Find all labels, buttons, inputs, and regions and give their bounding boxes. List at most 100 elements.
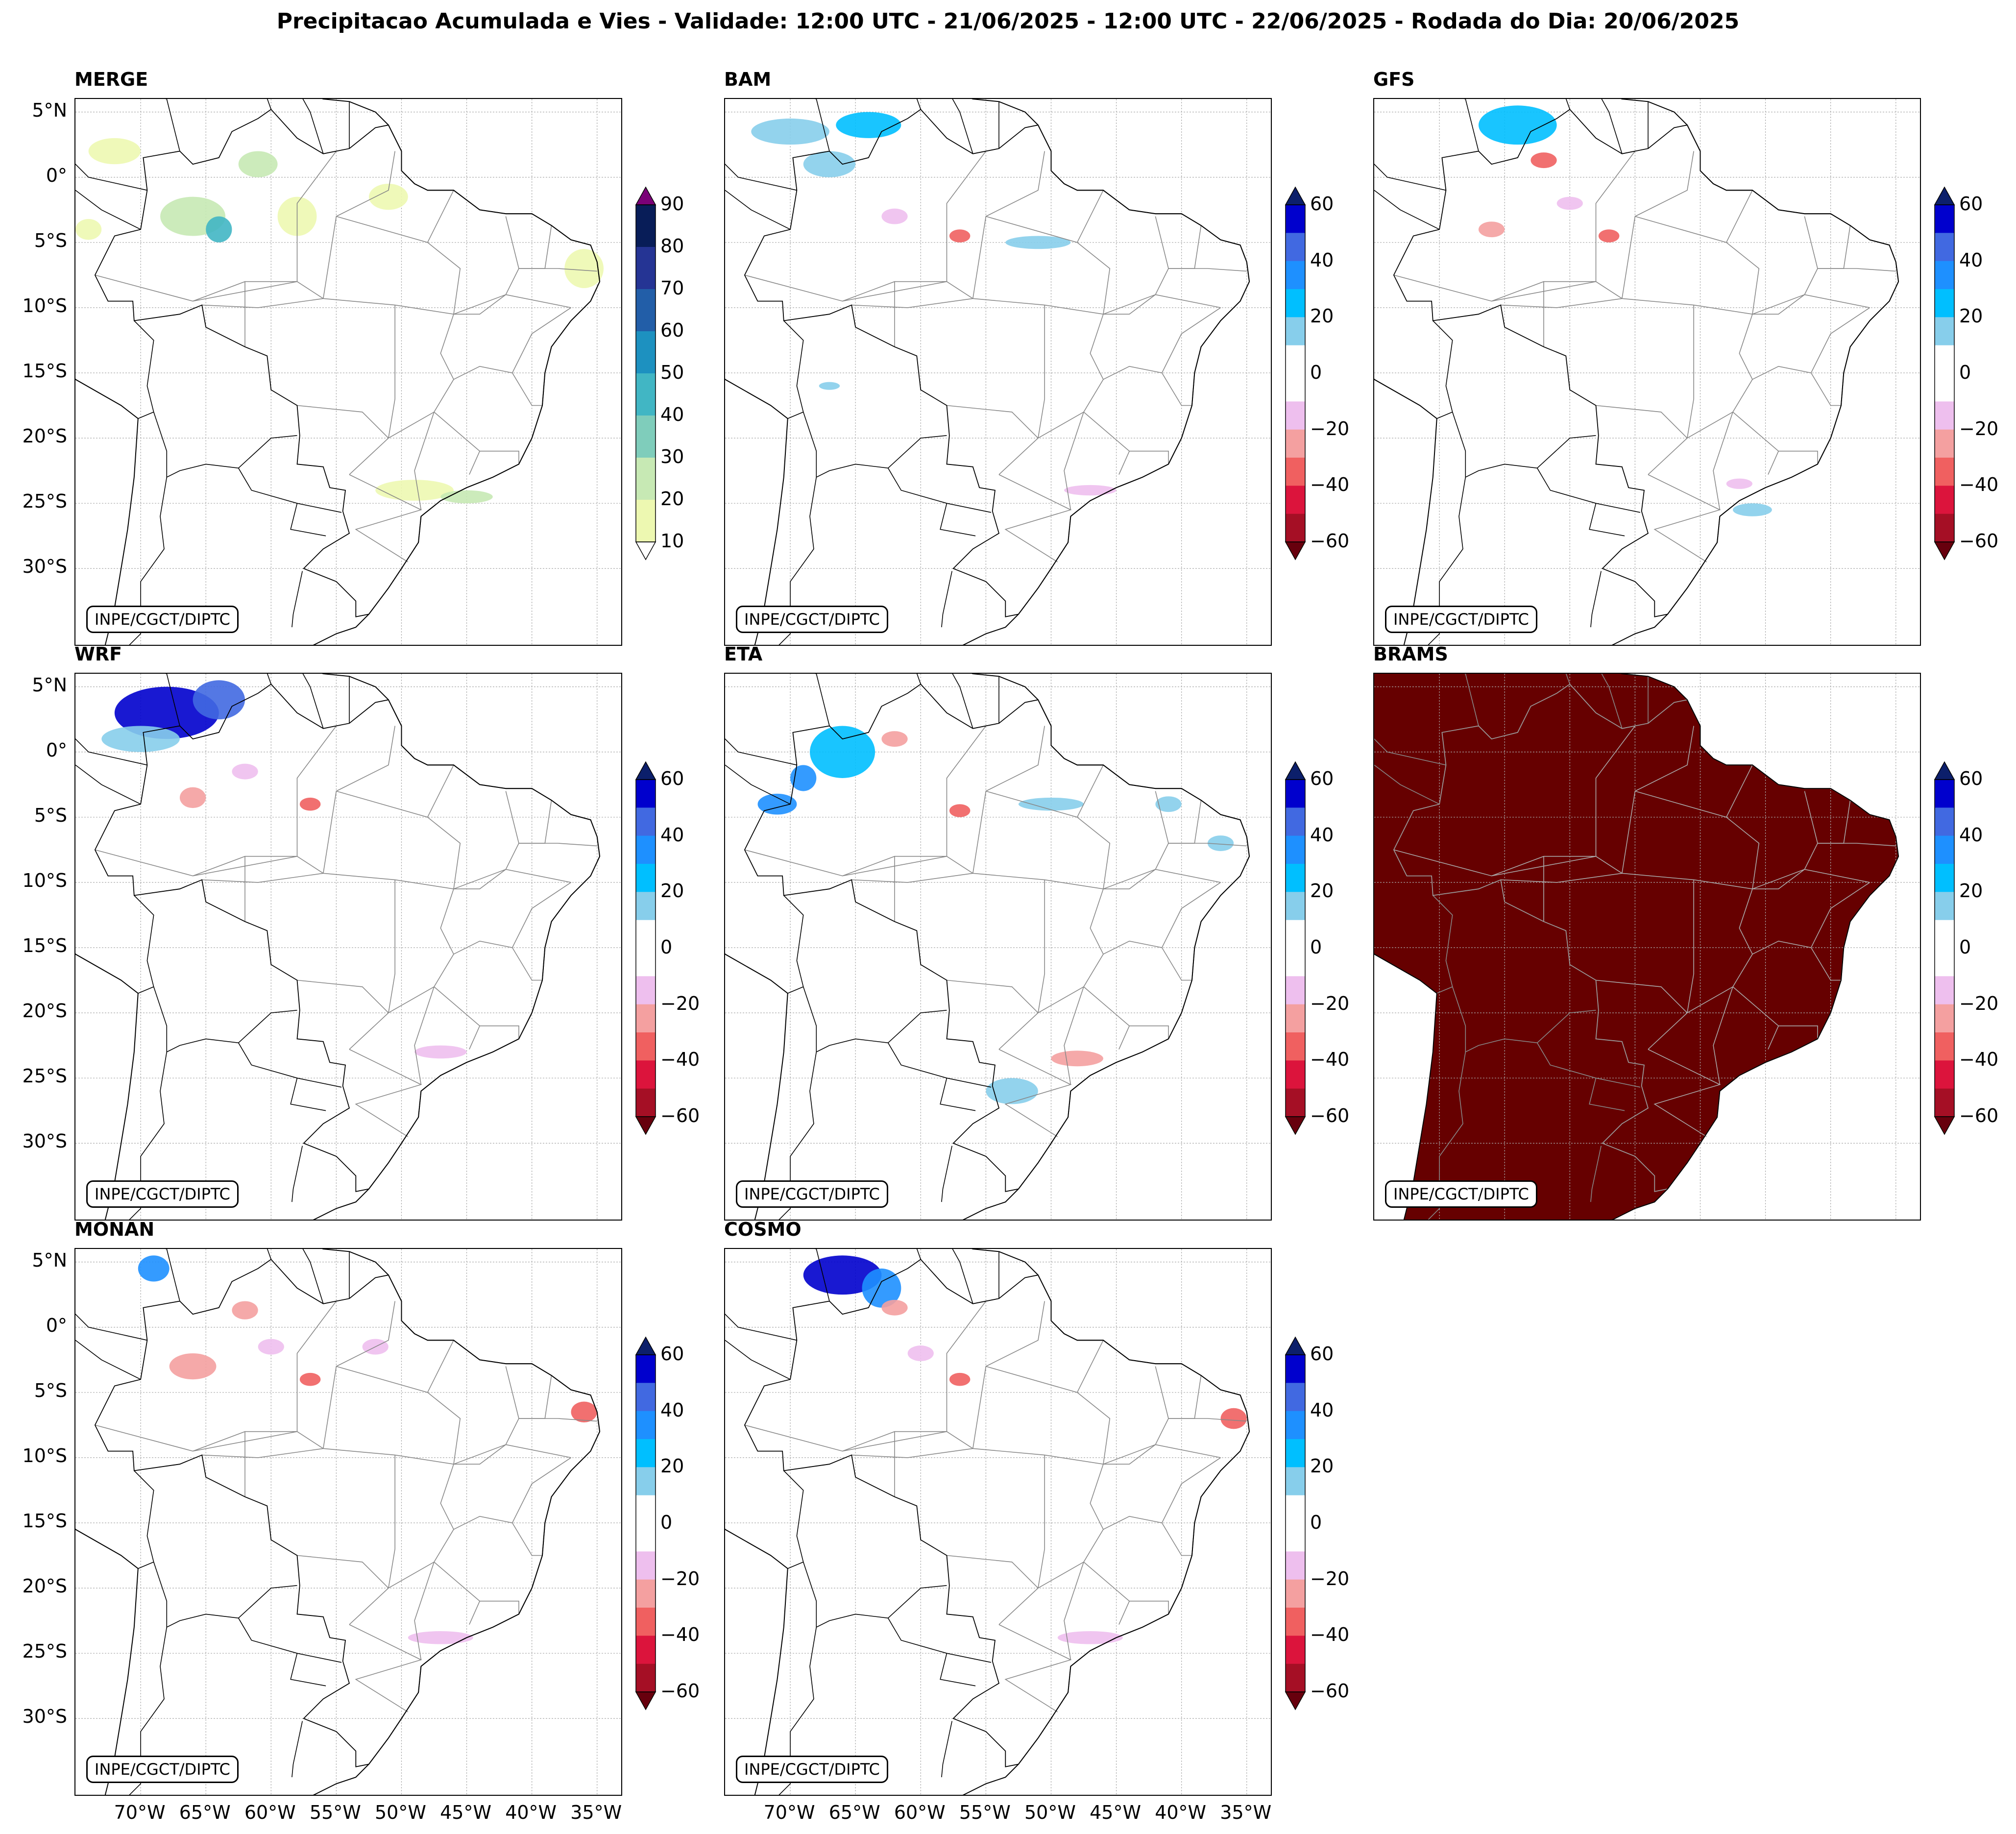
state-border — [512, 372, 542, 406]
colorbar-band — [1935, 780, 1954, 808]
state-border — [947, 1555, 1039, 1589]
state-border — [1103, 1366, 1169, 1465]
state-border — [336, 1301, 395, 1367]
colorbar-band — [636, 1523, 656, 1552]
colorbar-band — [1286, 1032, 1305, 1061]
country-border — [940, 1078, 976, 1111]
colorbar-svg — [1285, 186, 1306, 561]
country-border — [952, 1249, 973, 1304]
state-border — [454, 791, 519, 889]
brazil-border — [744, 109, 1250, 617]
colorbar-band — [636, 1032, 656, 1061]
state-border — [434, 986, 519, 1039]
country-border — [888, 1042, 992, 1088]
lon-tick-label: 35°W — [570, 1802, 622, 1823]
coastline — [1374, 99, 1899, 645]
state-border — [1168, 225, 1202, 269]
colorbar-tick-label: 80 — [660, 235, 684, 257]
country-border — [1433, 895, 1453, 994]
colorbar-band — [1935, 205, 1954, 233]
precip-area — [414, 1045, 467, 1059]
colorbar-band — [1935, 289, 1954, 318]
state-border — [986, 1301, 1045, 1367]
state-border — [1491, 856, 1596, 877]
colorbar: 60 40 20 0 −20 −40 −60 — [1934, 186, 1998, 561]
state-border — [512, 947, 542, 981]
colorbar-tick-label: 0 — [1310, 936, 1322, 958]
state-border — [1818, 225, 1851, 269]
colorbar-band — [636, 892, 656, 921]
state-border — [469, 1601, 480, 1625]
state-border — [202, 298, 323, 308]
coastline — [75, 1249, 601, 1795]
state-border — [998, 1049, 1072, 1137]
colorbar-band — [636, 780, 656, 808]
precip-area — [564, 249, 604, 288]
credit-label: INPE/CGCT/DIPTC — [736, 1180, 888, 1208]
precip-area — [803, 151, 856, 177]
state-border — [202, 873, 323, 883]
country-border — [778, 1627, 817, 1795]
country-border — [75, 738, 147, 766]
colorbar-band — [636, 205, 656, 247]
precip-area — [571, 1401, 597, 1423]
colorbar-band — [1935, 261, 1954, 290]
colorbar-band — [636, 247, 656, 290]
colorbar-under-arrow — [1934, 1116, 1955, 1135]
colorbar: 90 80 70 60 50 40 30 20 10 — [635, 186, 684, 561]
state-border — [414, 1562, 435, 1660]
state-border — [512, 1522, 542, 1556]
lat-tick-label: 10°S — [22, 1444, 67, 1467]
credit-label: INPE/CGCT/DIPTC — [736, 1756, 888, 1783]
colorbar-tick-label: −20 — [1310, 417, 1350, 440]
precip-area — [881, 731, 908, 747]
colorbar-tick-label: −20 — [1310, 992, 1350, 1014]
country-border — [165, 1249, 180, 1301]
colorbar-tick-label: 60 — [1959, 193, 1983, 215]
precip-area — [88, 138, 141, 165]
country-border — [1601, 674, 1623, 729]
precip-area — [1064, 485, 1117, 496]
country-border — [165, 99, 180, 151]
state-border — [1752, 882, 1870, 955]
colorbar-svg — [635, 1336, 656, 1711]
country-border — [129, 1051, 168, 1220]
map-panel-eta: ETA INPE/CGCT/DIPTC 60 40 20 0 −20 −40 −60 — [724, 643, 1349, 1221]
colorbar-over-arrow — [635, 1336, 656, 1355]
state-border — [1103, 791, 1169, 889]
colorbar: 60 40 20 0 −20 −40 −60 — [635, 761, 700, 1135]
state-border — [1118, 1601, 1130, 1625]
panel-title: BRAMS — [1373, 643, 1448, 665]
country-border — [1374, 764, 1440, 805]
country-border — [134, 1470, 154, 1569]
colorbar-band — [636, 331, 656, 374]
lon-tick-label: 35°W — [1220, 1802, 1272, 1823]
state-border — [1103, 307, 1221, 380]
colorbar: 60 40 20 0 −20 −40 −60 — [1285, 186, 1349, 561]
map-panel-brams: BRAMS INPE/CGCT/DIPTC 60 40 20 0 −20 −40 −60 — [1373, 643, 1998, 1221]
country-border — [267, 1249, 272, 1260]
colorbar-band — [1935, 233, 1954, 262]
lat-tick-label: 10°S — [22, 294, 67, 317]
map-panel-cosmo: COSMO INPE/CGCT/DIPTC 70°W 65°W 60°W 55°W 50°W… — [724, 1219, 1349, 1823]
state-border — [1648, 1049, 1721, 1137]
map-svg — [725, 99, 1271, 645]
colorbar-svg — [1285, 1336, 1306, 1711]
colorbar-under-arrow — [1934, 541, 1955, 561]
state-border — [946, 150, 987, 282]
state-border — [1713, 986, 1733, 1085]
state-border — [349, 880, 395, 1050]
colorbar-band — [1286, 1355, 1305, 1383]
brazil-border — [1393, 109, 1899, 617]
map-area: INPE/CGCT/DIPTC — [1373, 98, 1921, 646]
precip-area — [238, 151, 278, 177]
lat-tick-label: 20°S — [22, 1000, 67, 1022]
colorbar-frame — [1285, 779, 1306, 1117]
state-border — [986, 726, 1045, 792]
colorbar-band — [636, 458, 656, 500]
brazil-border — [94, 684, 601, 1192]
state-border — [1648, 474, 1721, 562]
panel-title: WRF — [74, 643, 122, 665]
country-border — [1374, 164, 1446, 191]
precip-area — [232, 763, 258, 780]
